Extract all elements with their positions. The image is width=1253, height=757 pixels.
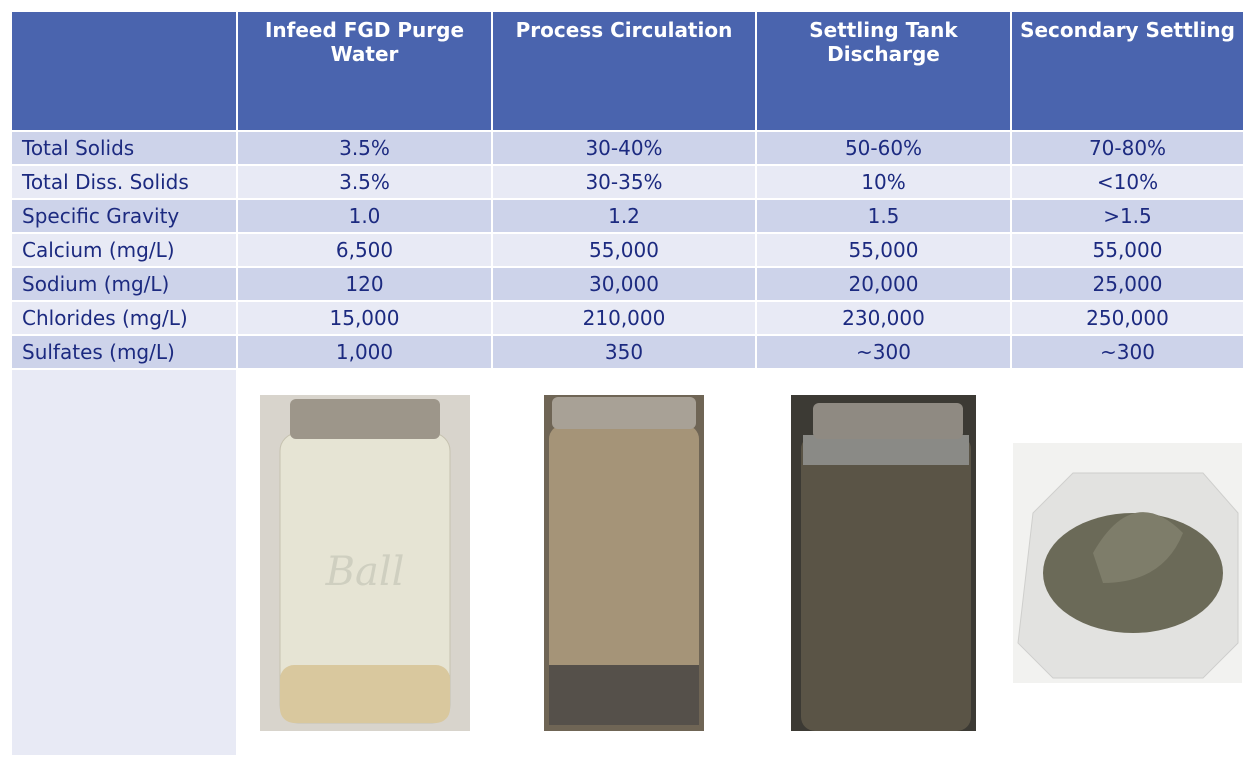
value-cell: 3.5% <box>237 165 492 199</box>
jar-clear: Ball <box>260 395 470 731</box>
value-cell: 10% <box>756 165 1011 199</box>
photo-cell <box>1011 369 1244 756</box>
jar-tan <box>544 395 704 731</box>
value-cell: 20,000 <box>756 267 1011 301</box>
value-cell: 230,000 <box>756 301 1011 335</box>
column-header: Secondary Settling <box>1011 11 1244 131</box>
value-cell: 70-80% <box>1011 131 1244 165</box>
value-cell: 30-40% <box>492 131 756 165</box>
photo-cell <box>492 369 756 756</box>
value-cell: 1.0 <box>237 199 492 233</box>
svg-text:Ball: Ball <box>324 549 404 595</box>
value-cell: 55,000 <box>1011 233 1244 267</box>
value-cell: 55,000 <box>492 233 756 267</box>
row-label: Sulfates (mg/L) <box>11 335 237 369</box>
row-label: Chlorides (mg/L) <box>11 301 237 335</box>
value-cell: 15,000 <box>237 301 492 335</box>
value-cell: 120 <box>237 267 492 301</box>
page: Infeed FGD Purge WaterProcess Circulatio… <box>0 0 1253 757</box>
value-cell: <10% <box>1011 165 1244 199</box>
value-cell: 250,000 <box>1011 301 1244 335</box>
value-cell: ~300 <box>756 335 1011 369</box>
image-row: Ball <box>11 369 1244 756</box>
jar-gray <box>791 395 976 731</box>
column-header: Infeed FGD Purge Water <box>237 11 492 131</box>
corner-header <box>11 11 237 131</box>
value-cell: 1.2 <box>492 199 756 233</box>
value-cell: 210,000 <box>492 301 756 335</box>
empty-cell <box>11 369 237 756</box>
value-cell: 55,000 <box>756 233 1011 267</box>
column-header: Settling Tank Discharge <box>756 11 1011 131</box>
photo-cell <box>756 369 1011 756</box>
value-cell: 50-60% <box>756 131 1011 165</box>
value-cell: 30,000 <box>492 267 756 301</box>
tray-sludge <box>1013 443 1242 683</box>
value-cell: >1.5 <box>1011 199 1244 233</box>
row-label: Calcium (mg/L) <box>11 233 237 267</box>
value-cell: 350 <box>492 335 756 369</box>
row-label: Total Solids <box>11 131 237 165</box>
photo-cell: Ball <box>237 369 492 756</box>
column-header: Process Circulation <box>492 11 756 131</box>
value-cell: 30-35% <box>492 165 756 199</box>
value-cell: 6,500 <box>237 233 492 267</box>
row-label: Specific Gravity <box>11 199 237 233</box>
value-cell: ~300 <box>1011 335 1244 369</box>
value-cell: 25,000 <box>1011 267 1244 301</box>
row-label: Sodium (mg/L) <box>11 267 237 301</box>
value-cell: 1,000 <box>237 335 492 369</box>
row-label: Total Diss. Solids <box>11 165 237 199</box>
value-cell: 3.5% <box>237 131 492 165</box>
value-cell: 1.5 <box>756 199 1011 233</box>
